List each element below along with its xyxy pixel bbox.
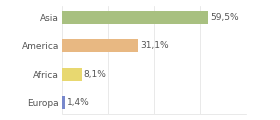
Bar bbox=[62, 39, 138, 52]
Bar bbox=[62, 68, 81, 81]
Text: 31,1%: 31,1% bbox=[140, 41, 169, 50]
Text: 1,4%: 1,4% bbox=[67, 98, 90, 107]
Text: 59,5%: 59,5% bbox=[210, 13, 239, 22]
Bar bbox=[62, 96, 65, 109]
Bar bbox=[62, 11, 208, 24]
Text: 8,1%: 8,1% bbox=[83, 70, 106, 79]
